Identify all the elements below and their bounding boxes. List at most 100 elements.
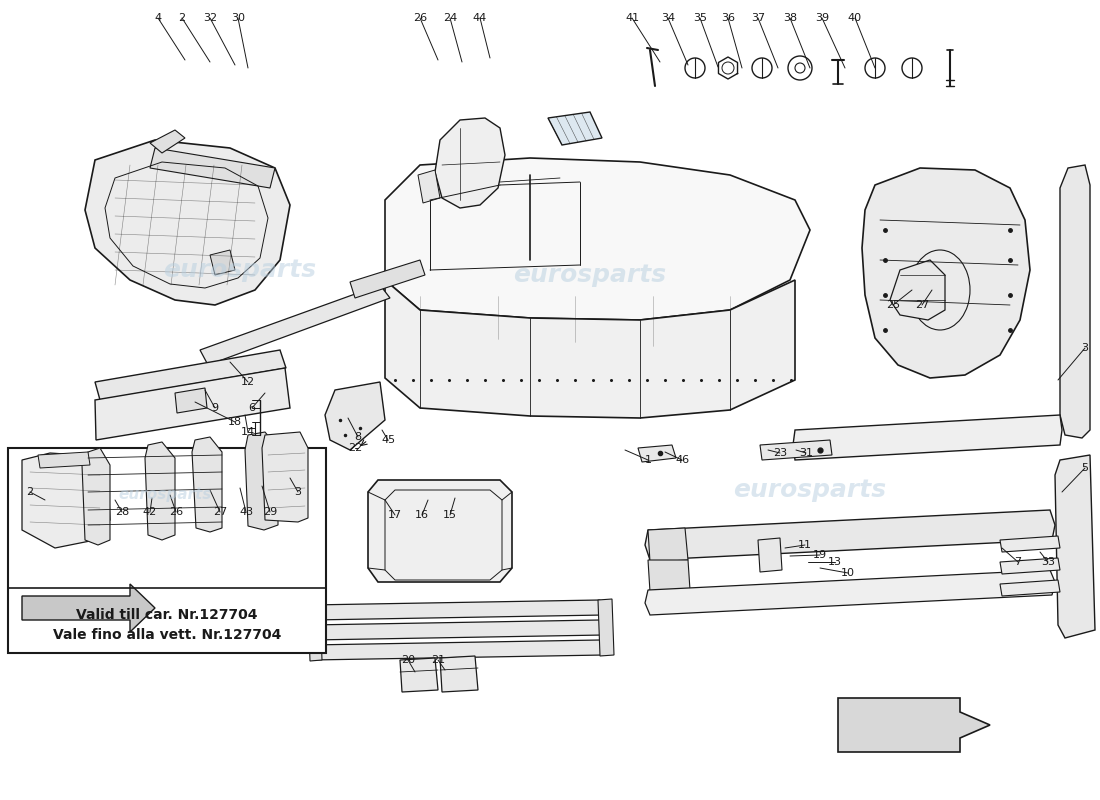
Text: eurosparts: eurosparts: [734, 478, 887, 502]
Text: 21: 21: [431, 655, 446, 665]
Text: 27: 27: [213, 507, 227, 517]
Text: 44: 44: [473, 13, 487, 23]
Polygon shape: [310, 640, 604, 660]
Polygon shape: [324, 382, 385, 450]
Polygon shape: [210, 250, 235, 275]
Text: 17: 17: [388, 510, 403, 520]
Text: eurosparts: eurosparts: [164, 258, 317, 282]
Text: 15: 15: [443, 510, 456, 520]
Text: 5: 5: [1081, 463, 1089, 473]
Polygon shape: [310, 620, 604, 640]
Text: 26: 26: [169, 507, 183, 517]
Polygon shape: [39, 452, 90, 468]
Polygon shape: [598, 599, 614, 656]
Text: 33: 33: [1041, 557, 1055, 567]
Text: 3: 3: [1081, 343, 1089, 353]
Text: 12: 12: [241, 377, 255, 387]
Text: 2: 2: [26, 487, 34, 497]
Polygon shape: [638, 445, 676, 462]
Text: 8: 8: [354, 432, 362, 442]
Text: 31: 31: [799, 448, 813, 458]
Polygon shape: [385, 280, 795, 418]
Polygon shape: [150, 130, 185, 153]
Text: 7: 7: [1014, 557, 1022, 567]
Text: 39: 39: [815, 13, 829, 23]
Text: 34: 34: [661, 13, 675, 23]
Text: eurosparts: eurosparts: [119, 487, 211, 502]
Polygon shape: [418, 170, 440, 203]
Text: Valid till car. Nr.127704: Valid till car. Nr.127704: [76, 608, 257, 622]
Text: 10: 10: [842, 568, 855, 578]
Polygon shape: [95, 368, 290, 440]
Text: 9: 9: [211, 403, 219, 413]
Polygon shape: [1055, 455, 1094, 638]
Text: 4: 4: [154, 13, 162, 23]
Text: eurosparts: eurosparts: [514, 263, 667, 287]
Text: 41: 41: [625, 13, 639, 23]
Text: 24: 24: [443, 13, 458, 23]
Text: Vale fino alla vett. Nr.127704: Vale fino alla vett. Nr.127704: [53, 628, 282, 642]
Text: 14: 14: [241, 427, 255, 437]
Polygon shape: [548, 112, 602, 145]
Polygon shape: [192, 437, 222, 532]
Text: 11: 11: [798, 540, 812, 550]
Text: 27: 27: [915, 300, 930, 310]
Polygon shape: [760, 440, 832, 460]
Polygon shape: [758, 538, 782, 572]
Polygon shape: [385, 158, 810, 320]
Text: 40: 40: [848, 13, 862, 23]
Polygon shape: [890, 260, 945, 320]
Polygon shape: [310, 600, 604, 620]
Polygon shape: [262, 432, 308, 522]
Text: 42: 42: [143, 507, 157, 517]
Polygon shape: [645, 570, 1055, 615]
Text: 22: 22: [348, 443, 362, 453]
Text: 25: 25: [886, 300, 900, 310]
Polygon shape: [22, 453, 110, 548]
Text: 1: 1: [645, 455, 651, 465]
Polygon shape: [793, 415, 1062, 460]
Text: 23: 23: [773, 448, 788, 458]
Text: 28: 28: [114, 507, 129, 517]
Polygon shape: [400, 658, 438, 692]
Polygon shape: [648, 528, 688, 562]
Bar: [8, 448, 326, 653]
Text: 26: 26: [412, 13, 427, 23]
Polygon shape: [150, 148, 275, 188]
Polygon shape: [308, 604, 322, 661]
Polygon shape: [645, 510, 1055, 560]
Text: 20: 20: [400, 655, 415, 665]
Text: 2: 2: [178, 13, 186, 23]
Polygon shape: [1000, 580, 1060, 596]
Polygon shape: [838, 698, 990, 752]
Polygon shape: [350, 260, 425, 298]
Text: 37: 37: [751, 13, 766, 23]
Text: 13: 13: [828, 557, 842, 567]
Text: 45: 45: [381, 435, 395, 445]
Text: 38: 38: [783, 13, 798, 23]
Polygon shape: [368, 480, 512, 582]
Polygon shape: [1000, 536, 1060, 552]
Polygon shape: [95, 350, 286, 400]
Text: 43: 43: [239, 507, 253, 517]
Text: 30: 30: [231, 13, 245, 23]
Polygon shape: [1060, 165, 1090, 438]
Text: 3: 3: [295, 487, 301, 497]
Polygon shape: [440, 656, 478, 692]
Polygon shape: [200, 285, 390, 365]
Polygon shape: [85, 140, 290, 305]
Polygon shape: [82, 448, 110, 545]
Text: 32: 32: [202, 13, 217, 23]
Text: 18: 18: [228, 417, 242, 427]
Polygon shape: [1000, 558, 1060, 574]
Text: 46: 46: [675, 455, 689, 465]
Text: 36: 36: [720, 13, 735, 23]
Polygon shape: [175, 388, 207, 413]
Text: 29: 29: [263, 507, 277, 517]
Polygon shape: [648, 560, 690, 592]
Polygon shape: [245, 432, 278, 530]
Text: 35: 35: [693, 13, 707, 23]
Polygon shape: [145, 442, 175, 540]
Text: 16: 16: [415, 510, 429, 520]
Polygon shape: [862, 168, 1030, 378]
